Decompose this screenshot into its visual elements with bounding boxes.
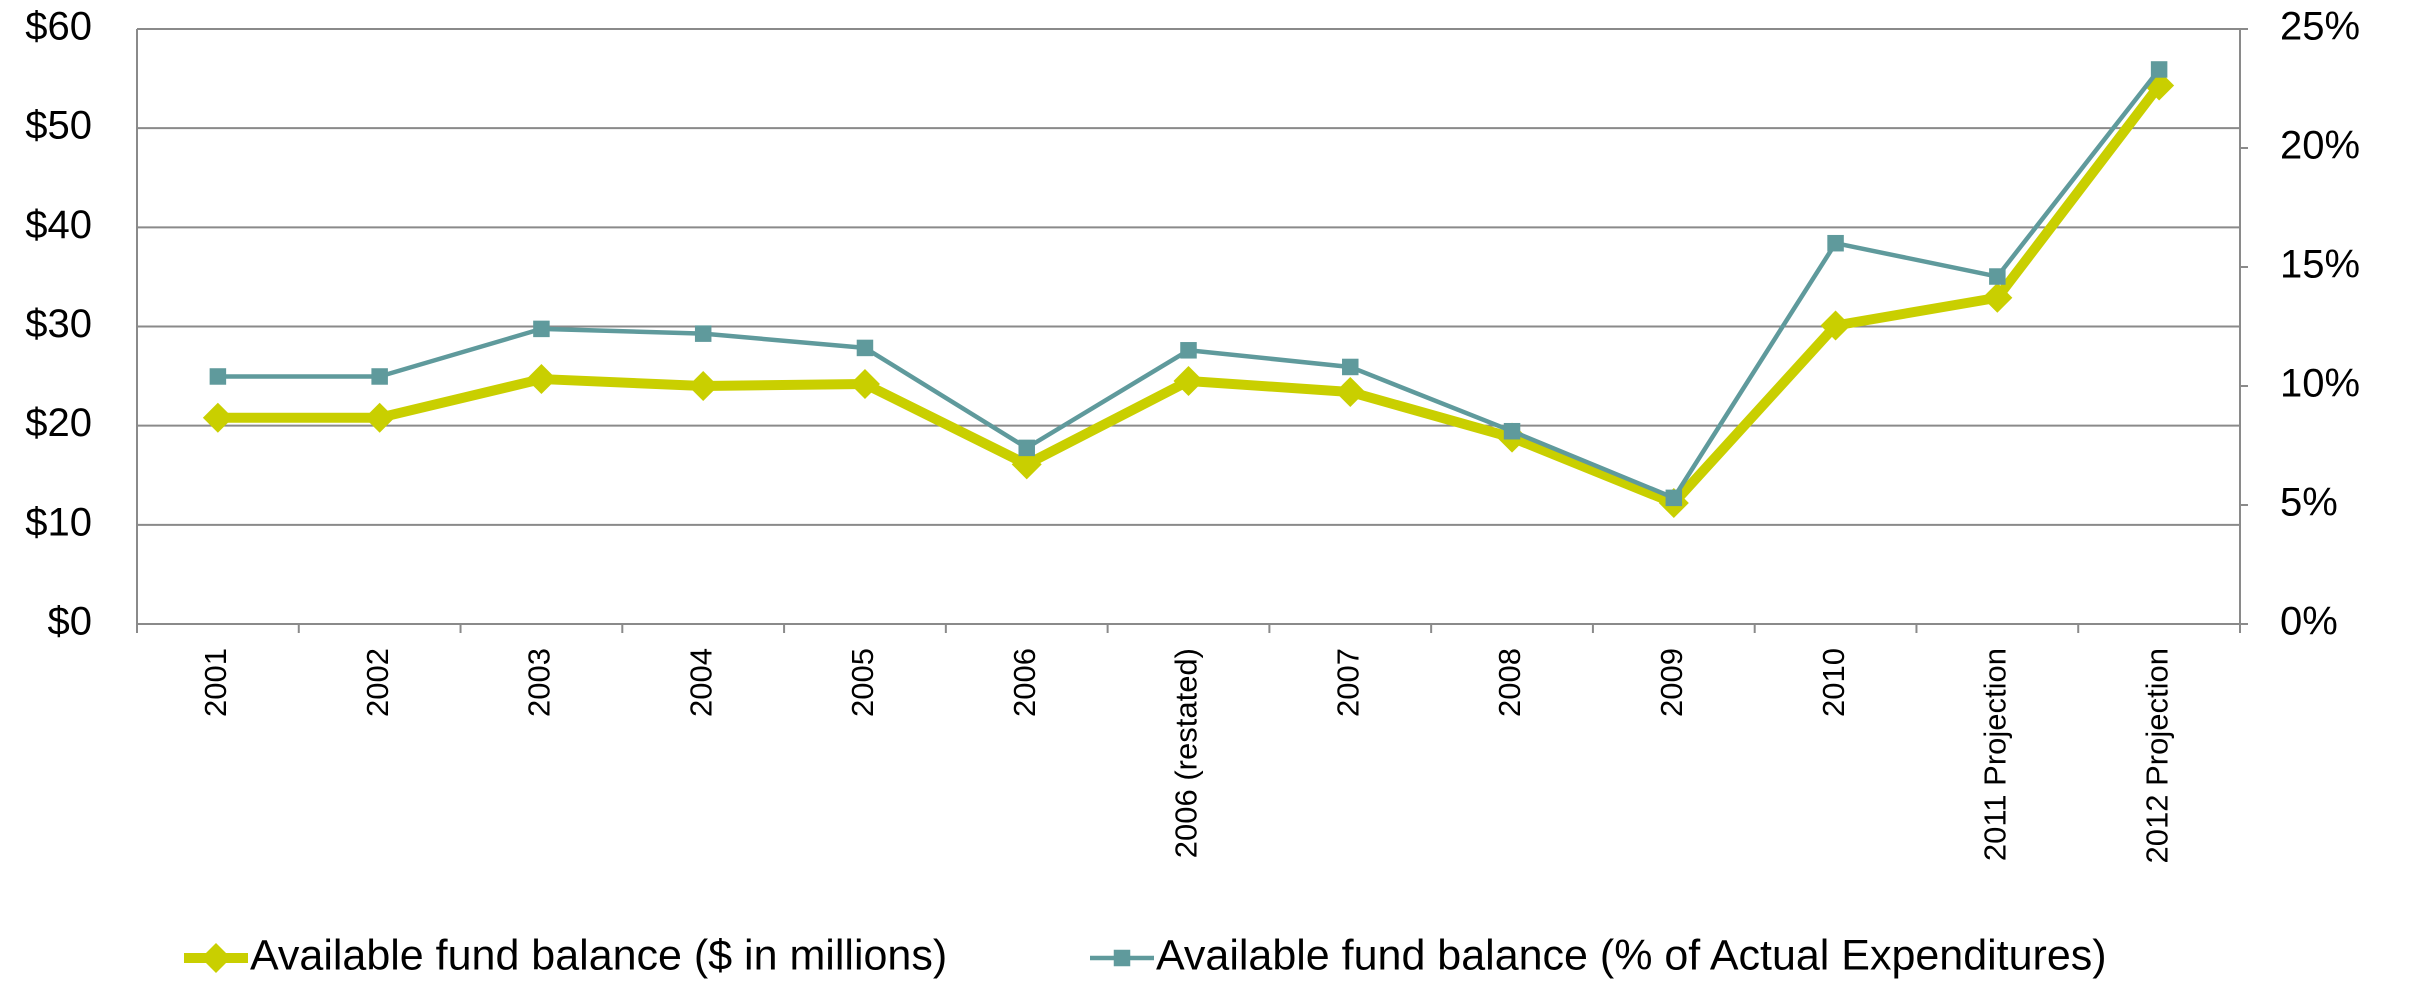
x-tick-label: 2004	[683, 648, 718, 717]
y2-tick-label: 20%	[2280, 124, 2360, 168]
x-tick-label: 2005	[845, 648, 880, 717]
point-marker	[1503, 422, 1521, 440]
x-tick-label: 2011 Projection	[1978, 648, 2013, 861]
x-tick-label: 2003	[522, 648, 557, 717]
point-marker	[1982, 282, 2013, 313]
x-tick-label: 2008	[1492, 648, 1527, 717]
y2-tick-label: 25%	[2280, 5, 2360, 49]
x-tick-label: 2010	[1816, 648, 1851, 717]
point-marker	[1335, 376, 1366, 407]
legend-marker	[1113, 949, 1131, 967]
point-marker	[1827, 234, 1844, 252]
y2-tick-label: 15%	[2280, 243, 2360, 287]
point-marker	[694, 325, 712, 342]
point-marker	[533, 320, 550, 338]
x-tick-label: 2009	[1654, 648, 1689, 717]
point-marker	[2150, 61, 2168, 78]
point-marker	[1989, 268, 2006, 285]
x-tick-label: 2002	[360, 648, 395, 717]
point-marker	[371, 368, 388, 385]
point-marker	[856, 339, 874, 357]
x-tick-label: 2001	[198, 648, 233, 717]
legend-label: Available fund balance (% of Actual Expe…	[1156, 931, 2107, 979]
point-marker	[202, 402, 233, 433]
point-marker	[1173, 366, 1204, 397]
y-tick-label: $30	[25, 302, 92, 346]
legend-marker	[201, 943, 231, 973]
x-tick-label: 2007	[1330, 648, 1365, 717]
point-marker	[1018, 439, 1035, 457]
y-tick-label: $10	[25, 500, 92, 544]
legend-label: Available fund balance ($ in millions)	[250, 931, 947, 979]
x-tick-label: 2006 (restated)	[1169, 648, 1204, 858]
point-marker	[1665, 489, 1683, 507]
y-tick-label: $60	[25, 5, 92, 49]
series-line	[217, 82, 2164, 509]
point-marker	[849, 369, 880, 400]
y2-tick-label: 0%	[2280, 600, 2338, 644]
series-line	[217, 68, 2161, 501]
y-tick-label: $0	[48, 600, 93, 644]
point-marker	[526, 364, 557, 395]
point-marker	[1820, 310, 1851, 341]
point-marker	[1342, 358, 1359, 376]
point-marker	[364, 402, 395, 433]
y2-tick-label: 5%	[2280, 481, 2338, 525]
x-tick-label: 2006	[1007, 648, 1042, 717]
point-marker	[1011, 449, 1042, 480]
point-marker	[1180, 342, 1197, 359]
x-tick-label: 2012 Projection	[2139, 648, 2174, 863]
y2-tick-label: 10%	[2280, 362, 2360, 406]
point-marker	[209, 368, 227, 385]
y-tick-label: $50	[25, 104, 92, 148]
y-tick-label: $20	[25, 401, 92, 445]
y-tick-label: $40	[25, 203, 92, 247]
point-marker	[688, 371, 719, 401]
